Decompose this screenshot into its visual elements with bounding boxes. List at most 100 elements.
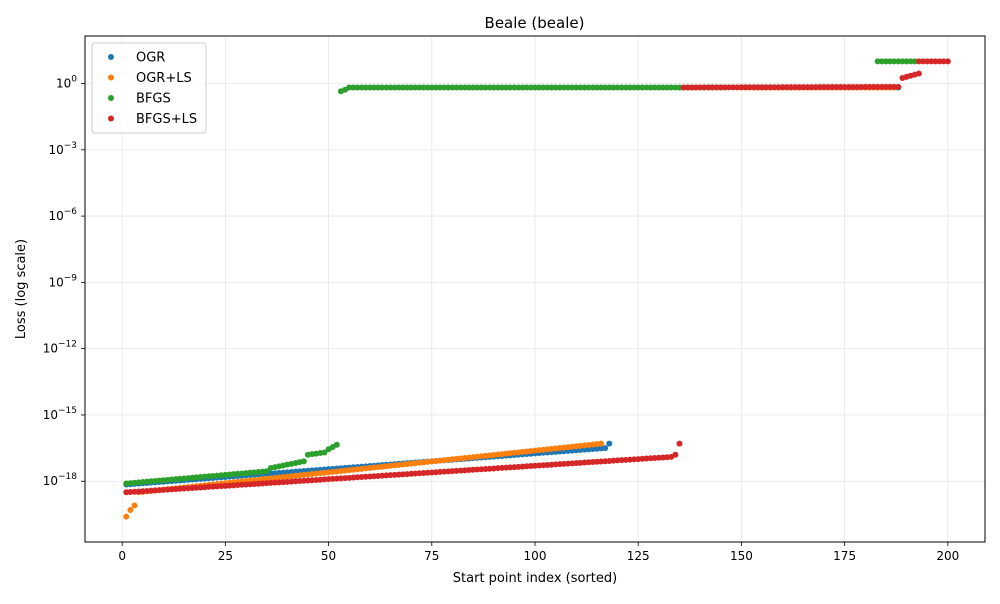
axis-ticks: 0 25 50 75 100 125 150 175 200 100 10−3 10−6 10−9 10−…	[43, 75, 960, 563]
plot-frame	[84, 35, 986, 543]
data-point	[672, 84, 679, 91]
data-point	[548, 84, 555, 91]
data-point	[474, 84, 481, 91]
data-point	[920, 58, 927, 65]
legend-label: OGR	[136, 51, 165, 66]
data-point	[882, 83, 889, 90]
data-point	[362, 84, 369, 91]
data-point	[738, 84, 745, 91]
data-point	[127, 506, 134, 513]
legend-marker	[108, 74, 114, 81]
legend-marker	[108, 95, 114, 101]
y-tick-label: 10−15	[43, 406, 77, 422]
data-point	[833, 84, 840, 91]
data-point	[465, 84, 472, 91]
data-point	[618, 84, 625, 91]
data-point	[622, 84, 629, 91]
data-point	[346, 84, 353, 91]
y-tick-label: 10−3	[48, 141, 77, 157]
data-point	[713, 84, 720, 91]
data-point	[358, 84, 365, 91]
data-point	[556, 84, 563, 91]
data-point	[779, 84, 786, 91]
data-point	[507, 84, 514, 91]
y-tick-label: 10−18	[43, 472, 78, 488]
data-point	[383, 84, 390, 91]
data-point	[655, 84, 662, 91]
data-point	[882, 58, 889, 65]
data-point	[734, 84, 741, 91]
data-point	[944, 58, 951, 65]
data-point	[697, 84, 704, 91]
data-point	[532, 84, 538, 91]
data-point	[800, 84, 807, 91]
legend-label: BFGS	[136, 92, 171, 107]
data-point	[593, 84, 600, 91]
data-point	[924, 58, 931, 65]
x-tick-label: 25	[218, 549, 233, 563]
data-point	[602, 445, 609, 452]
data-point	[746, 84, 753, 91]
data-point	[527, 84, 534, 91]
data-point	[874, 58, 881, 65]
data-point	[577, 84, 584, 91]
data-point	[672, 451, 679, 458]
data-point	[511, 84, 518, 91]
data-point	[614, 84, 621, 91]
data-point	[804, 84, 811, 91]
legend: OGR OGR+LS BFGS BFGS+LS	[91, 42, 207, 134]
data-point	[854, 83, 861, 90]
data-point	[862, 83, 869, 90]
legend-label: BFGS+LS	[136, 112, 197, 127]
data-point	[771, 84, 778, 91]
data-point	[709, 84, 716, 91]
data-point	[787, 84, 794, 91]
data-point	[721, 84, 728, 91]
data-point	[453, 84, 460, 91]
data-point	[693, 84, 700, 91]
data-point	[932, 58, 939, 65]
data-point	[515, 84, 522, 91]
y-tick-label: 100	[56, 75, 77, 91]
x-tick-label: 0	[118, 549, 126, 563]
data-point	[705, 84, 712, 91]
data-point	[688, 84, 695, 91]
data-point	[820, 84, 827, 91]
data-point	[639, 84, 646, 91]
data-point	[676, 440, 683, 447]
data-point	[540, 84, 547, 91]
data-point	[726, 84, 733, 91]
data-point	[263, 468, 270, 475]
data-point	[643, 84, 650, 91]
data-point	[565, 84, 572, 91]
data-point	[635, 84, 642, 91]
data-point	[878, 58, 885, 65]
x-axis-title: Start point index (sorted)	[453, 571, 617, 586]
data-point	[379, 84, 386, 91]
data-point	[461, 84, 468, 91]
data-point	[664, 84, 671, 91]
legend-box	[91, 42, 207, 134]
data-point	[399, 84, 406, 91]
data-point	[552, 84, 559, 91]
legend-marker	[108, 115, 114, 122]
data-point	[878, 83, 885, 90]
legend-marker	[108, 54, 114, 60]
data-point	[783, 84, 790, 91]
data-point	[610, 84, 617, 91]
data-point	[858, 83, 865, 90]
data-point	[449, 84, 456, 91]
data-point	[123, 513, 130, 520]
y-tick-label: 10−9	[48, 273, 77, 289]
data-point	[668, 84, 675, 91]
data-point	[940, 58, 947, 65]
y-axis-title: Loss (log scale)	[14, 239, 29, 339]
x-tick-label: 75	[424, 549, 439, 563]
data-point	[391, 84, 398, 91]
data-point	[482, 84, 489, 91]
data-points	[123, 58, 951, 520]
data-point	[899, 58, 906, 65]
data-point	[915, 58, 922, 65]
data-point	[354, 84, 361, 91]
data-point	[478, 84, 485, 91]
